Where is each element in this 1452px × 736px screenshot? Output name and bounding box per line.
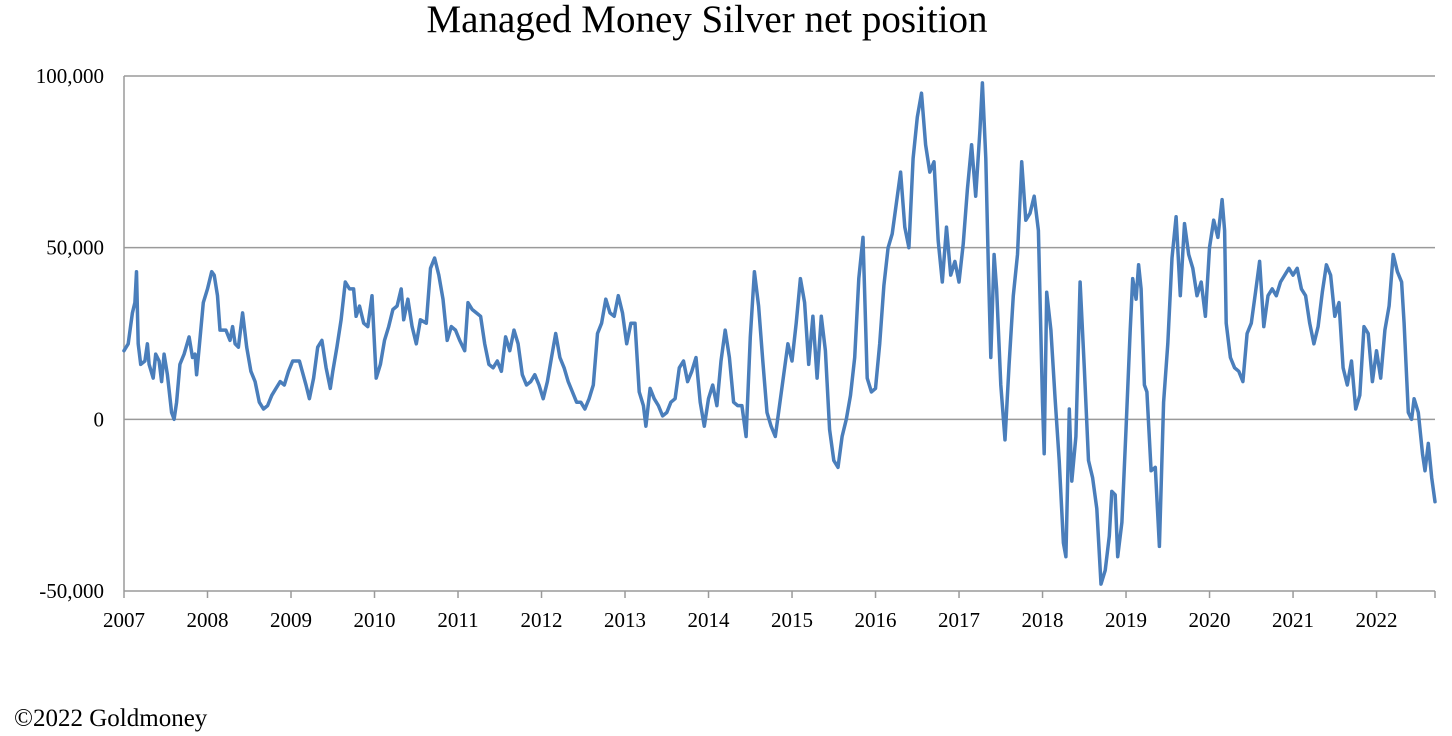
x-tick-label: 2011 [437, 608, 478, 632]
x-tick-label: 2008 [187, 608, 229, 632]
x-tick-label: 2009 [270, 608, 312, 632]
x-tick-label: 2016 [855, 608, 897, 632]
y-tick-labels: 100,000 50,000 0 -50,000 [36, 64, 104, 603]
axes [123, 76, 1436, 598]
x-tick-label: 2010 [354, 608, 396, 632]
x-tick-label: 2012 [521, 608, 563, 632]
x-tick-label: 2019 [1105, 608, 1147, 632]
y-tick-label: 50,000 [46, 236, 104, 260]
series-layer [122, 81, 1437, 586]
x-tick-label: 2022 [1356, 608, 1398, 632]
x-tick-label: 2007 [103, 608, 145, 632]
gridlines [124, 75, 1435, 421]
x-tick-labels: 2007 2008 2009 2010 2011 2012 2013 2014 2015 2016… [103, 608, 1398, 632]
x-tick-label: 2013 [604, 608, 646, 632]
x-tick-label: 2014 [688, 608, 731, 632]
y-tick-label: -50,000 [39, 579, 104, 603]
x-tick-label: 2018 [1022, 608, 1064, 632]
y-tick-label: 0 [94, 407, 105, 431]
chart-title: Managed Money Silver net position [426, 0, 988, 41]
copyright-text: ©2022 Goldmoney [14, 705, 208, 732]
y-tick-label: 100,000 [36, 64, 104, 88]
x-tick-label: 2021 [1272, 608, 1314, 632]
x-tick-label: 2015 [771, 608, 813, 632]
x-tick-label: 2020 [1189, 608, 1231, 632]
series-line-net-position [122, 81, 1437, 586]
x-tick-label: 2017 [938, 608, 980, 632]
